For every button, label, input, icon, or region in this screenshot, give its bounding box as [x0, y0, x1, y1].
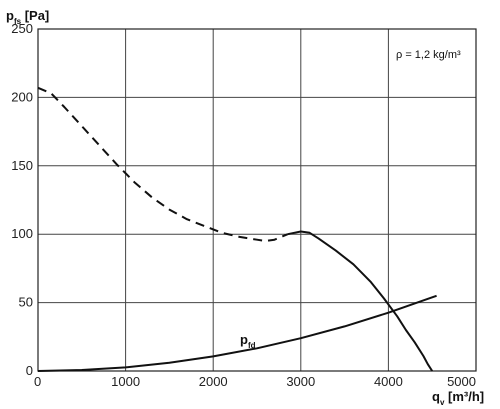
x-axis-label-main: q	[432, 389, 440, 404]
x-axis-label-sub: v	[440, 398, 445, 407]
y-tick-label: 0	[26, 363, 33, 378]
x-tick-label: 0	[34, 374, 41, 389]
y-tick-label: 250	[11, 21, 33, 36]
pfd-series-label: pfd	[240, 332, 256, 350]
x-axis-label: qv [m³/h]	[432, 389, 484, 407]
x-tick-label: 4000	[374, 374, 403, 389]
x-tick-label: 5000	[447, 374, 476, 389]
y-tick-label: 150	[11, 158, 33, 173]
air-density-annotation: ρ = 1,2 kg/m³	[396, 49, 461, 61]
y-tick-label: 50	[19, 295, 33, 310]
pfs-solid-curve	[287, 230, 434, 372]
pfd-curve	[37, 294, 437, 372]
x-tick-label: 1000	[111, 374, 140, 389]
pfs-dashed-curve	[37, 86, 289, 242]
tick-labels: 0 1000 2000 3000 4000 5000 0 50 100 150 200 250	[11, 21, 476, 389]
x-tick-label: 3000	[286, 374, 315, 389]
y-axis-label-unit: [Pa]	[21, 8, 49, 23]
x-axis-label-unit: [m³/h]	[444, 389, 484, 404]
y-tick-label: 100	[11, 226, 33, 241]
y-axis-label: pfs [Pa]	[6, 8, 49, 26]
x-tick-label: 2000	[199, 374, 228, 389]
y-tick-label: 200	[11, 89, 33, 104]
grid	[37, 28, 477, 372]
series-layer	[37, 86, 437, 372]
pfd-label-main: p	[240, 332, 248, 347]
pfd-label-sub: fd	[248, 341, 256, 350]
plot-frame	[37, 28, 477, 372]
y-axis-label-main: p	[6, 8, 14, 23]
y-axis-label-sub: fs	[14, 17, 22, 26]
